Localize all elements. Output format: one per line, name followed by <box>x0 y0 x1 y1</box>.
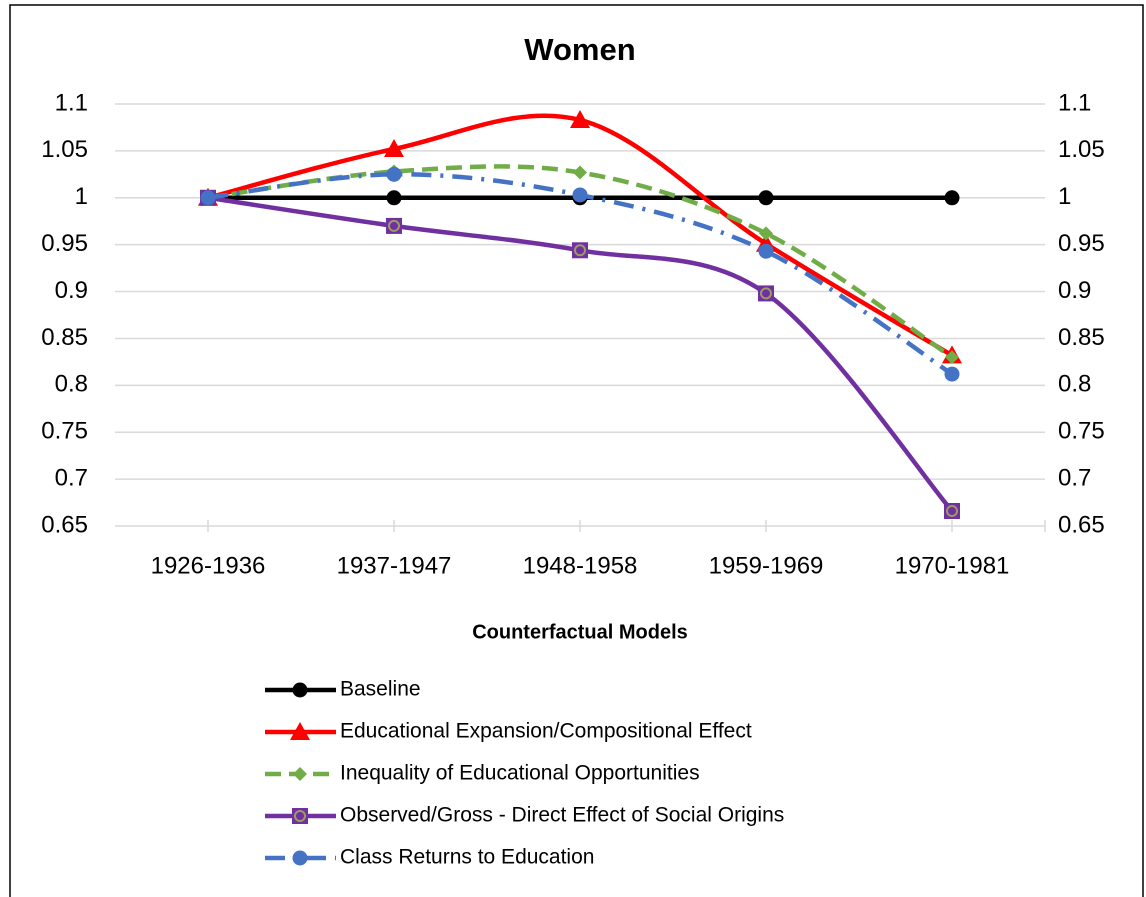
marker-detail <box>946 504 958 517</box>
y-tick-label: 1.1 <box>55 89 88 116</box>
legend-marker <box>293 767 307 781</box>
x-axis-title: Counterfactual Models <box>472 621 688 643</box>
legend-label: Inequality of Educational Opportunities <box>340 762 700 785</box>
data-point <box>384 139 404 158</box>
y2-tick-label: 1.1 <box>1058 89 1091 116</box>
y-tick-label: 1.05 <box>41 136 88 163</box>
legend-label: Baseline <box>340 678 421 701</box>
y2-tick-label: 0.8 <box>1058 371 1091 398</box>
y-tick-label: 1 <box>75 183 88 210</box>
data-point <box>945 350 959 365</box>
marker-detail <box>294 810 306 822</box>
y2-tick-label: 0.85 <box>1058 324 1105 351</box>
y2-tick-label: 0.65 <box>1058 511 1105 538</box>
series-line <box>207 195 954 513</box>
x-tick-label: 1970-1981 <box>895 552 1010 579</box>
chart-frame <box>9 4 1144 897</box>
legend-label: Educational Expansion/Compositional Effe… <box>340 720 752 743</box>
x-tick-label: 1948-1958 <box>523 552 638 579</box>
y-tick-label: 0.8 <box>55 371 88 398</box>
legend-marker <box>292 682 308 698</box>
marker-detail <box>388 219 400 232</box>
data-point <box>386 190 402 206</box>
data-point <box>759 226 773 241</box>
legend-label: Observed/Gross - Direct Effect of Social… <box>340 804 784 827</box>
y2-tick-label: 0.95 <box>1058 230 1105 257</box>
y2-tick-label: 0.9 <box>1058 277 1091 304</box>
y2-tick-label: 0.75 <box>1058 418 1105 445</box>
y-tick-label: 0.7 <box>55 464 88 491</box>
y-tick-label: 0.65 <box>41 511 88 538</box>
data-point <box>573 165 587 180</box>
x-tick-label: 1926-1936 <box>151 552 266 579</box>
y2-tick-label: 1.05 <box>1058 136 1105 163</box>
data-point <box>570 109 590 128</box>
y-tick-label: 0.9 <box>55 277 88 304</box>
legend-marker <box>290 722 310 740</box>
marker-detail <box>760 287 772 300</box>
y2-tick-label: 0.7 <box>1058 464 1091 491</box>
data-point <box>944 366 960 382</box>
y-tick-label: 0.95 <box>41 230 88 257</box>
marker-detail <box>574 244 586 257</box>
legend-label: Class Returns to Education <box>340 846 594 869</box>
y-tick-label: 0.85 <box>41 324 88 351</box>
y-tick-label: 0.75 <box>41 418 88 445</box>
data-point <box>572 187 588 203</box>
data-point <box>386 166 402 182</box>
data-point <box>200 190 216 206</box>
y2-tick-label: 1 <box>1058 183 1071 210</box>
legend-marker <box>292 850 308 866</box>
x-tick-label: 1959-1969 <box>709 552 824 579</box>
data-point <box>944 190 960 206</box>
data-point <box>758 190 774 206</box>
chart-title: Women <box>524 32 635 67</box>
data-point <box>758 243 774 259</box>
x-tick-label: 1937-1947 <box>337 552 452 579</box>
